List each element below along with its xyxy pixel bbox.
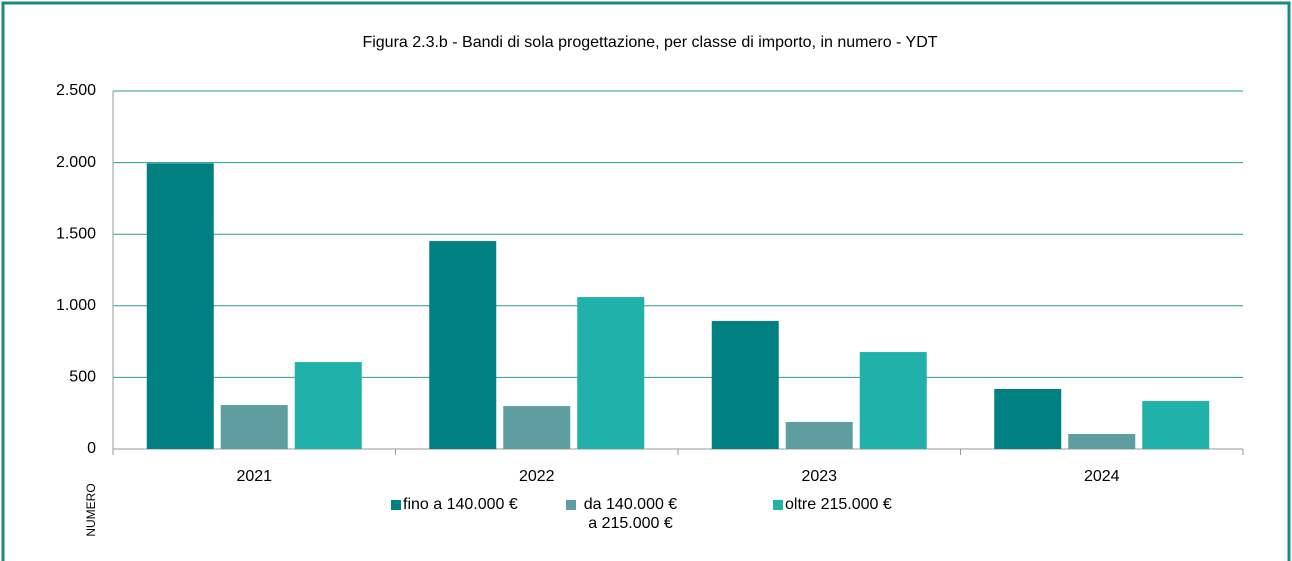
y-tick-label: 1.000	[56, 297, 96, 314]
bar	[577, 297, 645, 449]
bar	[429, 241, 497, 449]
x-tick-label: 2023	[801, 468, 837, 485]
legend-item: oltre 215.000 €	[773, 495, 943, 514]
y-tick-label: 2.000	[56, 154, 96, 171]
x-tick-label: 2022	[519, 468, 555, 485]
y-tick-label: 0	[87, 440, 96, 457]
legend-item: da 140.000 € a 215.000 €	[566, 495, 716, 533]
legend-label: da 140.000 € a 215.000 €	[583, 496, 678, 532]
bar	[294, 362, 362, 449]
legend-item: fino a 140.000 €	[391, 495, 561, 514]
legend-swatch	[391, 500, 401, 510]
bar	[1068, 433, 1136, 449]
bar	[994, 388, 1062, 449]
legend-label: fino a 140.000 €	[403, 496, 518, 513]
y-axis-label: NUMERO	[84, 483, 98, 536]
bar	[711, 320, 779, 449]
bar	[220, 405, 288, 449]
bar	[146, 163, 214, 450]
bar	[785, 421, 853, 449]
x-tick-label: 2021	[236, 468, 272, 485]
legend-swatch	[566, 500, 576, 510]
y-tick-label: 2.500	[56, 82, 96, 99]
bar	[1142, 401, 1210, 449]
legend-swatch	[773, 500, 783, 510]
chart-title: Figura 2.3.b - Bandi di sola progettazio…	[362, 34, 937, 51]
bar	[859, 352, 927, 449]
y-tick-label: 1.500	[56, 225, 96, 242]
x-tick-label: 2024	[1084, 468, 1120, 485]
legend-label: oltre 215.000 €	[785, 496, 892, 513]
y-tick-label: 500	[69, 369, 96, 386]
bar	[503, 406, 571, 449]
